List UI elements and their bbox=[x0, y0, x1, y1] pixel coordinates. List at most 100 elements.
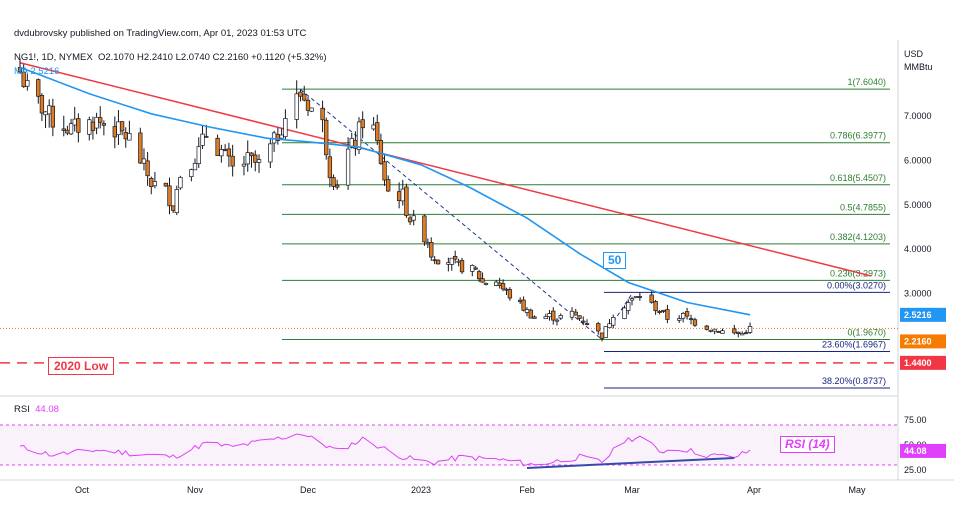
candle[interactable] bbox=[603, 326, 608, 338]
candle[interactable] bbox=[607, 319, 612, 329]
candle[interactable] bbox=[145, 151, 150, 186]
downtrend-line[interactable] bbox=[19, 61, 871, 277]
candle[interactable] bbox=[500, 279, 506, 292]
candle[interactable] bbox=[200, 125, 205, 149]
candle[interactable] bbox=[36, 78, 41, 104]
candle[interactable] bbox=[547, 310, 552, 321]
candle[interactable] bbox=[356, 117, 362, 154]
candle[interactable] bbox=[425, 238, 430, 248]
candle[interactable] bbox=[298, 89, 303, 102]
candle[interactable] bbox=[528, 308, 533, 319]
candle[interactable] bbox=[476, 269, 482, 283]
candle[interactable] bbox=[692, 317, 698, 328]
candle[interactable] bbox=[504, 287, 509, 296]
candle[interactable] bbox=[480, 272, 485, 283]
candle[interactable] bbox=[268, 139, 273, 168]
candle[interactable] bbox=[432, 256, 437, 265]
candle[interactable] bbox=[633, 296, 639, 299]
candle[interactable] bbox=[599, 332, 605, 342]
candle[interactable] bbox=[653, 299, 658, 315]
candle[interactable] bbox=[249, 152, 254, 168]
candle[interactable] bbox=[47, 99, 52, 128]
candle[interactable] bbox=[449, 257, 454, 271]
candle[interactable] bbox=[688, 314, 694, 325]
ma-50-line[interactable] bbox=[19, 66, 751, 316]
candle[interactable] bbox=[736, 331, 741, 338]
candle[interactable] bbox=[521, 296, 526, 312]
candle[interactable] bbox=[302, 85, 307, 102]
candle[interactable] bbox=[622, 305, 627, 320]
candle[interactable] bbox=[241, 155, 247, 176]
candle[interactable] bbox=[360, 111, 365, 139]
candle[interactable] bbox=[708, 329, 713, 333]
candle[interactable] bbox=[507, 287, 513, 301]
candle[interactable] bbox=[94, 112, 99, 135]
candle[interactable] bbox=[429, 237, 434, 261]
candle[interactable] bbox=[396, 182, 402, 209]
candle[interactable] bbox=[170, 205, 176, 214]
candle[interactable] bbox=[61, 115, 66, 137]
candle[interactable] bbox=[123, 127, 128, 148]
candle[interactable] bbox=[665, 304, 670, 324]
candle[interactable] bbox=[626, 299, 631, 315]
candle[interactable] bbox=[152, 171, 158, 189]
candle[interactable] bbox=[743, 329, 749, 335]
candle[interactable] bbox=[732, 324, 737, 335]
candle[interactable] bbox=[275, 127, 281, 145]
candle[interactable] bbox=[375, 114, 380, 146]
candle[interactable] bbox=[470, 264, 475, 277]
candle[interactable] bbox=[163, 182, 168, 187]
candle[interactable] bbox=[245, 140, 250, 172]
candle[interactable] bbox=[119, 121, 125, 136]
candle[interactable] bbox=[141, 148, 147, 171]
candle[interactable] bbox=[283, 109, 288, 140]
candle[interactable] bbox=[661, 309, 666, 314]
candle[interactable] bbox=[253, 150, 258, 172]
candle[interactable] bbox=[256, 154, 262, 173]
candle[interactable] bbox=[138, 127, 143, 165]
candle[interactable] bbox=[681, 311, 686, 323]
candle[interactable] bbox=[581, 316, 586, 326]
candle[interactable] bbox=[76, 113, 81, 143]
candle[interactable] bbox=[543, 313, 548, 320]
candle[interactable] bbox=[39, 93, 45, 121]
candle[interactable] bbox=[577, 315, 582, 321]
candle[interactable] bbox=[222, 144, 228, 152]
candle[interactable] bbox=[677, 315, 682, 323]
candle[interactable] bbox=[684, 307, 690, 320]
candle[interactable] bbox=[90, 116, 96, 140]
candle[interactable] bbox=[331, 174, 336, 191]
candle[interactable] bbox=[25, 74, 30, 91]
candle[interactable] bbox=[740, 331, 745, 336]
candle[interactable] bbox=[196, 137, 201, 168]
candle[interactable] bbox=[271, 130, 277, 152]
candle[interactable] bbox=[378, 133, 384, 165]
candle[interactable] bbox=[279, 128, 284, 139]
candle[interactable] bbox=[324, 117, 329, 160]
candle[interactable] bbox=[149, 176, 154, 195]
candle[interactable] bbox=[167, 177, 172, 215]
candle[interactable] bbox=[657, 310, 662, 315]
candle[interactable] bbox=[551, 307, 556, 325]
rsi-divergence-line[interactable] bbox=[526, 457, 735, 469]
candle[interactable] bbox=[422, 214, 427, 246]
candle[interactable] bbox=[637, 292, 643, 301]
candle[interactable] bbox=[712, 328, 717, 335]
candle[interactable] bbox=[483, 282, 489, 286]
candle[interactable] bbox=[226, 142, 232, 168]
rsi-legend-name[interactable]: RSI bbox=[14, 404, 30, 415]
candle[interactable] bbox=[446, 257, 451, 272]
candle[interactable] bbox=[65, 125, 70, 136]
candle[interactable] bbox=[532, 315, 537, 319]
candle[interactable] bbox=[87, 116, 92, 141]
candle[interactable] bbox=[554, 318, 560, 326]
candle[interactable] bbox=[747, 322, 753, 334]
candle[interactable] bbox=[459, 257, 465, 274]
candle[interactable] bbox=[524, 307, 530, 317]
candle[interactable] bbox=[50, 98, 55, 137]
candle[interactable] bbox=[569, 307, 575, 321]
candle[interactable] bbox=[404, 183, 409, 218]
candle[interactable] bbox=[327, 148, 333, 188]
candle[interactable] bbox=[192, 158, 198, 171]
